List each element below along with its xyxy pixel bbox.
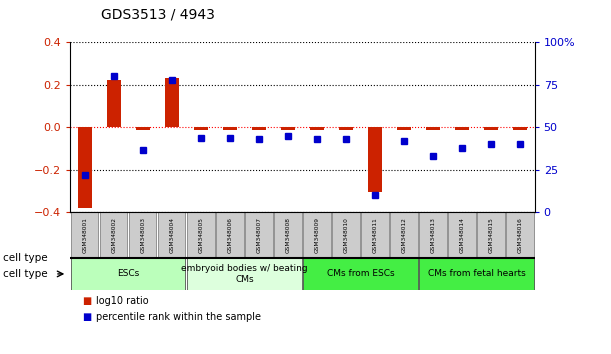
Text: GSM348001: GSM348001 [82,217,87,253]
Text: percentile rank within the sample: percentile rank within the sample [96,312,261,322]
Text: GSM348012: GSM348012 [401,217,406,253]
Bar [106,80,121,127]
FancyBboxPatch shape [507,212,534,258]
Bar [310,127,324,130]
Bar [368,127,382,192]
Bar [78,127,92,208]
Text: embryoid bodies w/ beating
CMs: embryoid bodies w/ beating CMs [181,264,308,284]
FancyBboxPatch shape [187,212,214,258]
FancyBboxPatch shape [216,212,244,258]
Bar [338,127,353,130]
Bar [455,127,469,130]
FancyBboxPatch shape [129,212,156,258]
Text: GSM348004: GSM348004 [169,217,174,253]
FancyBboxPatch shape [274,212,302,258]
Bar [222,127,237,130]
Bar [280,127,295,130]
FancyBboxPatch shape [419,258,534,290]
Text: ■: ■ [82,296,92,306]
Text: GSM348009: GSM348009 [315,217,320,253]
Bar [397,127,411,130]
Text: GSM348011: GSM348011 [373,217,378,253]
FancyBboxPatch shape [71,258,186,290]
Text: GSM348015: GSM348015 [489,217,494,253]
Text: GSM348003: GSM348003 [141,217,145,253]
Text: cell type: cell type [3,252,48,263]
FancyBboxPatch shape [477,212,505,258]
Bar [484,127,499,130]
FancyBboxPatch shape [245,212,273,258]
FancyBboxPatch shape [303,258,418,290]
FancyBboxPatch shape [332,212,360,258]
Text: ■: ■ [82,312,92,322]
Bar [513,127,527,130]
Text: cell type: cell type [3,269,48,279]
FancyBboxPatch shape [100,212,128,258]
Text: CMs from fetal hearts: CMs from fetal hearts [428,269,525,279]
Text: GSM348010: GSM348010 [343,217,348,253]
Bar [164,78,179,127]
Text: GSM348008: GSM348008 [285,217,290,253]
Text: ESCs: ESCs [117,269,139,279]
Bar [252,127,266,130]
Text: log10 ratio: log10 ratio [96,296,148,306]
Text: GSM348002: GSM348002 [111,217,116,253]
Text: GSM348006: GSM348006 [227,217,232,253]
Text: CMs from ESCs: CMs from ESCs [327,269,394,279]
Text: GSM348014: GSM348014 [459,217,464,253]
FancyBboxPatch shape [390,212,418,258]
FancyBboxPatch shape [187,258,302,290]
Text: GSM348016: GSM348016 [518,217,522,253]
Text: GDS3513 / 4943: GDS3513 / 4943 [101,7,214,21]
FancyBboxPatch shape [361,212,389,258]
FancyBboxPatch shape [419,212,447,258]
Text: GSM348007: GSM348007 [257,217,262,253]
Bar [136,127,150,130]
Bar [194,127,208,130]
FancyBboxPatch shape [303,212,331,258]
FancyBboxPatch shape [158,212,186,258]
FancyBboxPatch shape [71,212,98,258]
Bar [426,127,441,130]
Text: GSM348005: GSM348005 [199,217,203,253]
Text: GSM348013: GSM348013 [431,217,436,253]
FancyBboxPatch shape [448,212,476,258]
